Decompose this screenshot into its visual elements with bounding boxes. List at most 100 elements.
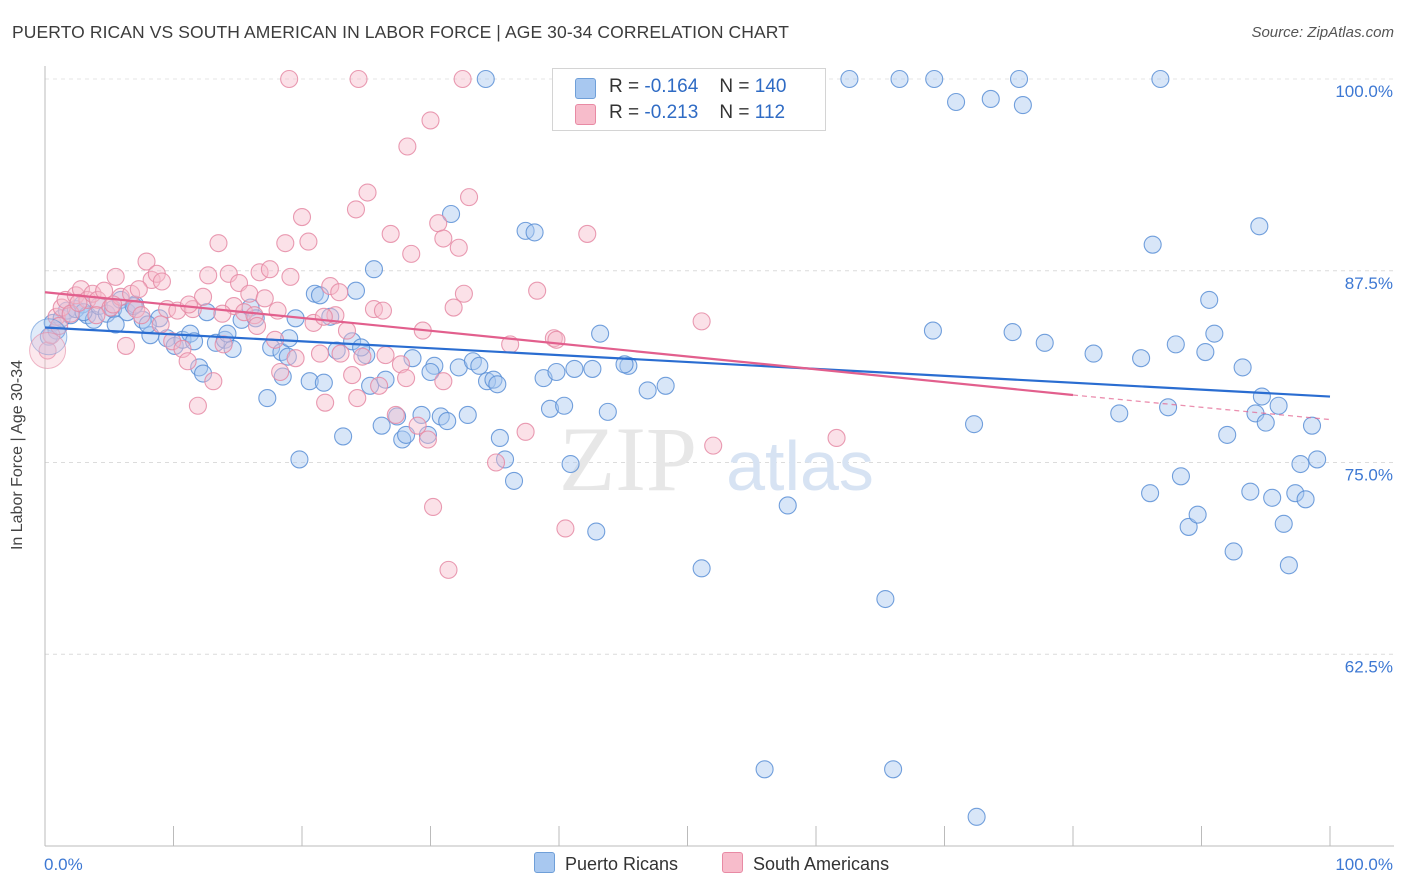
point-south-american: [692, 312, 711, 331]
point-south-american: [151, 315, 170, 334]
legend-n-value: 112: [754, 102, 786, 123]
trend-line-extension-south-americans: [1072, 394, 1331, 421]
point-south-american-cluster: [29, 332, 67, 370]
point-south-american: [370, 376, 389, 395]
point-south-american: [314, 307, 333, 326]
point-south-american: [346, 200, 366, 219]
legend-r-label: R =: [609, 76, 640, 97]
point-puerto-rican: [194, 364, 213, 383]
point-puerto-rican: [967, 807, 986, 826]
point-south-american: [434, 229, 453, 248]
legend-n-label: N =: [719, 102, 750, 123]
point-puerto-rican: [1035, 333, 1054, 352]
point-south-american: [152, 272, 171, 291]
point-south-american: [348, 389, 367, 408]
trend-line-puerto-ricans: [44, 326, 1331, 398]
point-puerto-rican: [290, 450, 309, 469]
point-puerto-rican: [1250, 217, 1269, 236]
stats-legend: R = -0.164 N = 140 R = -0.213 N = 112: [552, 68, 826, 131]
point-puerto-rican: [412, 405, 431, 424]
point-south-american: [547, 330, 566, 349]
trend-line-south-americans: [44, 291, 1074, 397]
point-south-american: [250, 263, 269, 282]
series-legend-south-americans: South Americans: [722, 852, 889, 875]
point-puerto-rican: [540, 399, 560, 418]
point-puerto-rican: [1263, 488, 1282, 507]
point-puerto-rican: [1291, 454, 1310, 474]
legend-r-value: -0.213: [644, 102, 699, 123]
watermark-atlas: atlas: [726, 427, 874, 505]
point-puerto-rican: [1179, 517, 1198, 536]
point-puerto-rican: [1308, 450, 1327, 469]
point-south-american: [87, 306, 106, 325]
point-puerto-rican: [1143, 235, 1162, 254]
point-puerto-rican: [1233, 358, 1252, 377]
point-puerto-rican: [565, 359, 584, 378]
point-puerto-rican: [477, 372, 497, 391]
point-puerto-rican: [490, 428, 509, 448]
legend-swatch-blue: [575, 78, 596, 99]
point-south-american: [398, 137, 417, 156]
y-tick-label: 62.5%: [1345, 657, 1393, 676]
point-puerto-rican: [587, 522, 606, 541]
point-south-american: [199, 266, 218, 285]
point-puerto-rican: [516, 221, 535, 240]
point-puerto-rican: [310, 286, 330, 305]
chart-source: Source: ZipAtlas.com: [1251, 24, 1394, 41]
point-puerto-rican: [418, 425, 437, 444]
point-south-american: [429, 214, 448, 233]
point-south-american: [330, 283, 349, 302]
point-puerto-rican: [1166, 335, 1185, 354]
point-puerto-rican: [923, 321, 942, 340]
point-south-american: [213, 304, 232, 323]
point-south-american: [292, 208, 312, 227]
point-south-american: [434, 372, 453, 391]
point-south-american: [397, 369, 416, 388]
point-puerto-rican: [1279, 556, 1298, 575]
point-puerto-rican: [615, 355, 634, 374]
point-puerto-rican: [692, 559, 711, 578]
point-south-american: [528, 281, 547, 300]
point-south-american: [827, 428, 846, 448]
point-south-american: [556, 519, 575, 538]
point-puerto-rican: [431, 407, 450, 426]
point-south-american: [129, 280, 148, 299]
point-south-american: [386, 405, 405, 424]
series-swatch-blue: [534, 852, 555, 873]
point-puerto-rican: [840, 69, 859, 89]
point-south-american: [321, 277, 340, 296]
point-puerto-rican: [1084, 344, 1103, 363]
legend-n-value: 140: [754, 76, 787, 97]
point-puerto-rican: [638, 381, 657, 400]
point-puerto-rican: [1171, 467, 1190, 486]
y-tick-label: 87.5%: [1345, 274, 1393, 293]
point-south-american: [459, 188, 479, 207]
point-puerto-rican: [583, 359, 602, 378]
point-puerto-rican: [346, 281, 366, 300]
axes: [44, 66, 1394, 847]
point-puerto-rican: [1256, 413, 1275, 432]
point-south-american: [376, 346, 395, 365]
point-puerto-rican: [1205, 324, 1224, 343]
point-south-american: [453, 69, 472, 89]
series-swatch-pink: [722, 852, 743, 873]
point-puerto-rican: [334, 427, 353, 446]
point-south-american: [116, 336, 136, 355]
legend-n-label: N =: [719, 76, 750, 97]
point-puerto-rican: [965, 415, 984, 434]
point-south-american: [343, 366, 362, 385]
point-south-american: [391, 355, 410, 374]
point-south-american: [245, 306, 264, 325]
point-puerto-rican: [300, 372, 319, 391]
point-puerto-rican: [1274, 514, 1293, 533]
point-puerto-rican: [364, 260, 384, 279]
point-south-american: [449, 238, 468, 257]
series-name: Puerto Ricans: [565, 854, 679, 874]
point-south-american: [194, 287, 213, 306]
point-puerto-rican: [1296, 490, 1315, 509]
point-puerto-rican: [1003, 323, 1022, 342]
point-south-american: [255, 289, 274, 308]
point-south-american: [349, 69, 368, 89]
point-south-american: [286, 349, 305, 368]
point-south-american: [486, 453, 506, 472]
